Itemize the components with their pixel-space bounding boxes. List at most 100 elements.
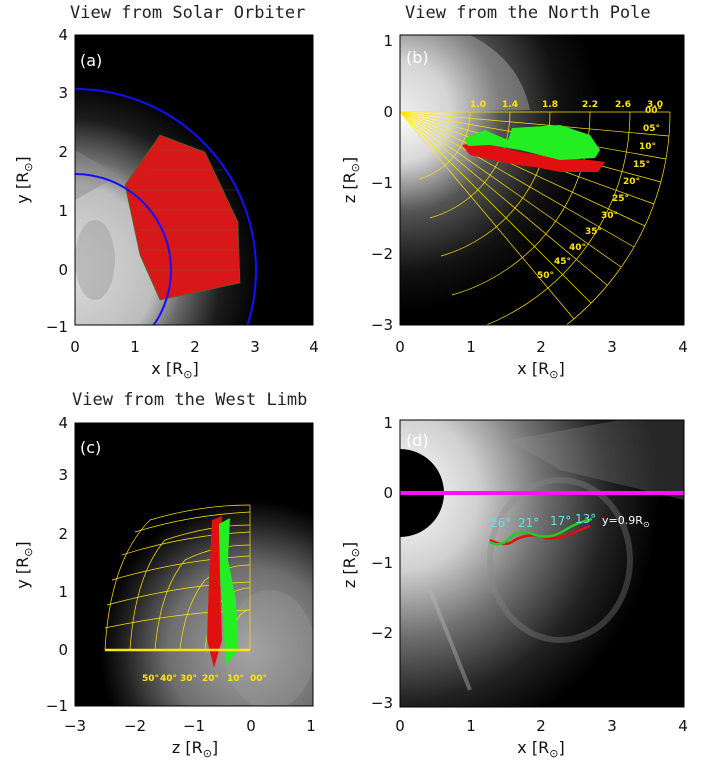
svg-text:−1: −1 (371, 554, 393, 572)
svg-text:1: 1 (383, 414, 393, 432)
panel-b-title: View from the North Pole (405, 3, 651, 23)
panel-a-xticks: 0 1 2 3 4 (70, 338, 319, 356)
svg-text:30°: 30° (180, 674, 197, 684)
svg-text:35°: 35° (585, 227, 602, 237)
svg-text:−3: −3 (371, 316, 393, 334)
panel-c-green-footprint (219, 518, 238, 665)
svg-text:26°: 26° (490, 516, 511, 530)
svg-text:−2: −2 (371, 245, 393, 263)
svg-text:−1: −1 (371, 174, 393, 192)
panel-d-xticks: 0 1 2 3 4 (395, 717, 688, 735)
panel-c-label: (c) (80, 438, 101, 457)
panel-a-ylabel: y [R⊙] (13, 156, 35, 203)
panel-a-outer-circle (75, 88, 257, 325)
svg-text:0: 0 (58, 261, 68, 279)
svg-text:1.8: 1.8 (542, 100, 558, 110)
svg-text:1: 1 (466, 338, 476, 356)
panel-b-ylabel: z [R⊙] (340, 157, 362, 203)
panel-c-yticks: 4 3 2 1 0 −1 (46, 414, 68, 715)
panel-d-height-label: y=0.9R⊙ (602, 514, 650, 529)
panel-a-label: (a) (80, 51, 102, 70)
svg-text:10°: 10° (227, 674, 244, 684)
svg-text:2: 2 (190, 338, 200, 356)
svg-text:−3: −3 (371, 694, 393, 712)
panel-b-label: (b) (406, 48, 429, 67)
panel-b-red-footprint (462, 142, 605, 172)
svg-text:3: 3 (58, 466, 68, 484)
svg-text:1: 1 (306, 717, 316, 735)
panel-b-angle-labels: 00° 05° 10° 15° 20° 25° 30° 35° 40° 45° … (537, 106, 662, 281)
svg-text:0: 0 (395, 338, 405, 356)
svg-text:3: 3 (58, 84, 68, 102)
svg-text:2.6: 2.6 (615, 100, 631, 110)
panel-b-corona (400, 35, 684, 325)
panel-d-angle-labels: 26° 21° 17° 13° (490, 512, 596, 530)
svg-text:20°: 20° (202, 674, 219, 684)
panel-a: View from Solar Orbiter (a) 0 1 2 3 4 (13, 3, 319, 381)
svg-text:−2: −2 (371, 624, 393, 642)
svg-text:4: 4 (58, 414, 68, 432)
svg-text:0: 0 (246, 717, 256, 735)
panel-c-xlabel: z [R⊙] (172, 738, 218, 760)
svg-text:0: 0 (70, 338, 80, 356)
svg-text:05°: 05° (643, 124, 660, 134)
panel-a-footprint (124, 134, 241, 301)
panel-b-radius-labels: 1.0 1.4 1.8 2.2 2.6 3.0 (470, 100, 663, 110)
panel-c-xticks: −3 −2 −1 0 1 (64, 717, 316, 735)
panel-d-green-curve (489, 517, 593, 546)
panel-d-red-curve (489, 524, 591, 546)
svg-text:2: 2 (58, 143, 68, 161)
panel-c-title: View from the West Limb (72, 390, 307, 410)
panel-d-yticks: 1 0 −1 −2 −3 (371, 414, 393, 712)
panel-b-yticks: 1 0 −1 −2 −3 (371, 32, 393, 334)
panel-d-xlabel: x [R⊙] (517, 738, 564, 760)
svg-text:2: 2 (536, 717, 546, 735)
svg-text:00°: 00° (645, 106, 662, 116)
svg-text:−1: −1 (46, 697, 68, 715)
svg-text:0: 0 (395, 717, 405, 735)
panel-a-title: View from Solar Orbiter (70, 3, 305, 23)
svg-text:21°: 21° (518, 516, 539, 530)
svg-text:1: 1 (130, 338, 140, 356)
panel-a-yticks: 4 3 2 1 0 −1 (46, 26, 68, 336)
svg-text:−2: −2 (124, 717, 146, 735)
svg-text:1: 1 (58, 583, 68, 601)
svg-text:40°: 40° (160, 674, 177, 684)
svg-text:3: 3 (607, 717, 617, 735)
panel-a-xlabel: x [R⊙] (151, 359, 198, 381)
svg-text:10°: 10° (639, 142, 656, 152)
svg-text:0: 0 (383, 484, 393, 502)
svg-text:4: 4 (309, 338, 319, 356)
svg-text:0: 0 (58, 641, 68, 659)
svg-text:2: 2 (536, 338, 546, 356)
svg-text:1.0: 1.0 (470, 100, 486, 110)
panel-b-polar-grid (400, 111, 671, 325)
svg-text:40°: 40° (569, 243, 586, 253)
svg-text:2: 2 (58, 525, 68, 543)
svg-text:00°: 00° (250, 674, 267, 684)
svg-text:4: 4 (58, 26, 68, 44)
panel-d-label: (d) (406, 431, 429, 450)
svg-text:3.0: 3.0 (647, 100, 663, 110)
svg-text:20°: 20° (623, 177, 640, 187)
panel-a-inner-circle (75, 173, 172, 325)
panel-d-ylabel: z [R⊙] (340, 542, 362, 588)
svg-text:25°: 25° (612, 194, 629, 204)
panel-c-angle-labels: 50° 40° 30° 20° 10° 00° (142, 674, 267, 684)
svg-text:1: 1 (383, 32, 393, 50)
panel-b-xlabel: x [R⊙] (517, 359, 564, 381)
svg-text:1.4: 1.4 (502, 100, 518, 110)
svg-text:13°: 13° (575, 512, 596, 526)
svg-text:4: 4 (678, 717, 688, 735)
panel-b-xticks: 0 1 2 3 4 (395, 338, 688, 356)
panel-c-ylabel: y [R⊙] (13, 541, 35, 588)
svg-text:−3: −3 (64, 717, 86, 735)
panel-b-green-footprint (465, 125, 600, 160)
svg-text:50°: 50° (142, 674, 159, 684)
svg-text:15°: 15° (633, 160, 650, 170)
svg-text:45°: 45° (554, 257, 571, 267)
svg-text:30°: 30° (601, 211, 618, 221)
svg-text:3: 3 (607, 338, 617, 356)
svg-text:3: 3 (250, 338, 260, 356)
